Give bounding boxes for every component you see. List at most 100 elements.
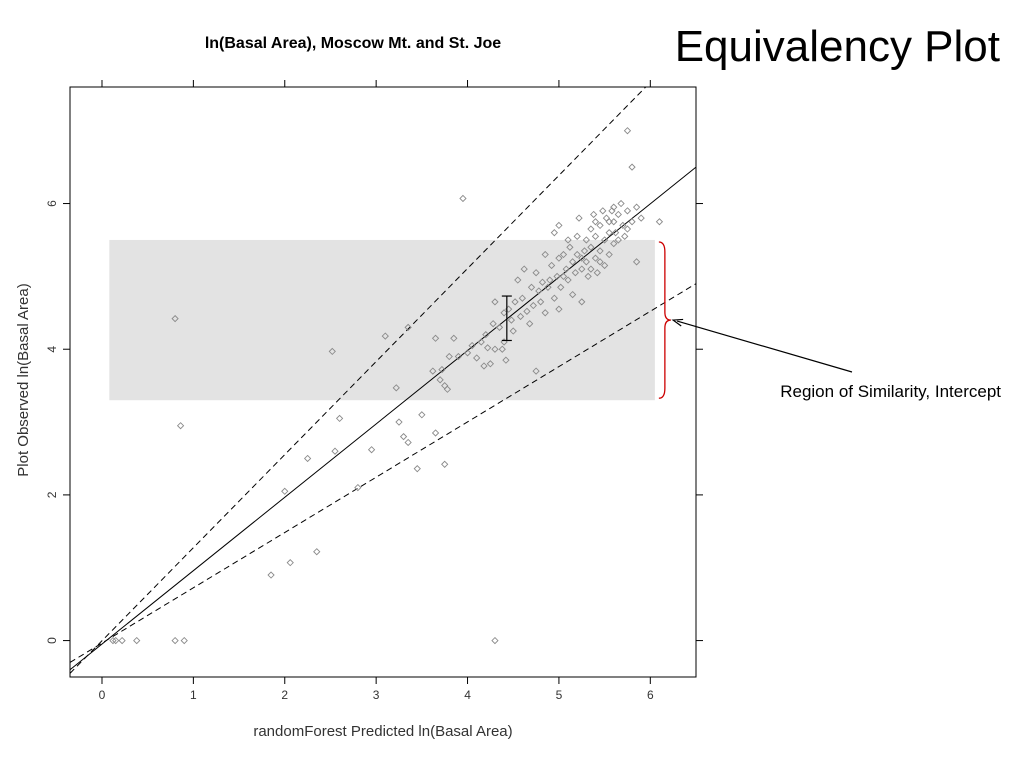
data-point [623,127,632,135]
data-point [491,636,499,645]
region-of-similarity-box [109,239,655,401]
data-point [573,250,581,259]
data-point [445,352,453,361]
data-point [523,307,531,315]
data-point [619,221,627,230]
data-point [482,331,490,339]
data-point [571,269,580,277]
data-point [578,254,586,262]
data-point [637,214,645,222]
data-point [544,283,552,291]
data-point [555,254,563,262]
data-point [541,250,549,259]
data-point [538,278,547,286]
data-point [477,338,485,346]
data-point [573,232,581,240]
data-point [580,247,589,255]
data-point [392,384,400,392]
data-point [491,345,499,353]
data-point [617,199,625,208]
data-point [328,347,336,356]
data-point [611,229,620,237]
data-point [109,636,117,645]
data-point [413,465,421,473]
data-point [486,360,495,368]
region-of-similarity-label: Region of Similarity, Intercept [780,382,1001,401]
data-point [468,341,476,350]
data-point [593,269,601,277]
data-point [418,411,426,419]
x-tick-label: 3 [373,688,380,702]
data-point [281,487,289,495]
x-tick-label: 4 [464,688,471,702]
data-point [584,272,592,281]
data-point [463,349,472,357]
x-axis-title: randomForest Predicted ln(Basal Area) [253,723,512,740]
data-point [587,265,595,273]
slide-title: Equivalency Plot [674,22,1000,71]
data-point [535,287,543,295]
data-point [331,447,339,455]
y-tick-label: 2 [45,491,59,498]
plot-frame [69,86,697,678]
x-tick-label: 5 [556,688,563,702]
data-point [480,362,488,370]
data-point [547,261,556,270]
data-point [578,265,586,273]
data-point [568,258,577,266]
data-point [591,232,600,240]
data-point [381,332,389,340]
data-point [553,272,561,281]
data-point [436,376,444,384]
data-point [507,316,516,324]
data-point [541,309,549,317]
data-point [441,460,449,468]
data-point [605,250,613,259]
data-point [655,218,664,226]
data-point [614,210,622,219]
data-point [431,429,440,437]
x-tick-label: 2 [281,688,288,702]
data-point [526,320,534,328]
data-point [614,236,622,244]
data-point [267,571,275,579]
x-tick-label: 6 [647,688,654,702]
data-point [286,559,294,567]
data-point [171,636,179,645]
x-tick-label: 1 [190,688,197,702]
y-tick-label: 0 [45,637,59,644]
data-point [133,636,141,645]
confidence-line-2 [70,283,696,663]
data-point [431,334,440,342]
data-point [582,236,590,244]
data-point [491,298,499,306]
data-point [623,207,632,215]
data-point [568,290,577,299]
data-point [564,276,572,284]
data-point [550,294,558,302]
data-point [532,269,540,277]
x-tick-label: 0 [99,688,106,702]
data-point [495,323,504,332]
data-point [632,203,641,211]
data-point [335,414,344,423]
data-point [596,247,604,255]
data-point [610,239,618,248]
chart-title: ln(Basal Area), Moscow Mt. and St. Joe [205,35,501,52]
data-point [537,298,545,306]
data-point [599,207,607,215]
data-point [399,432,408,441]
data-point [529,301,537,310]
data-point [582,258,590,266]
data-point [600,261,609,270]
data-point [562,265,570,273]
data-point [532,367,540,375]
data-point [395,418,403,426]
data-point [498,345,506,353]
data-point [112,636,120,645]
data-point [367,446,376,454]
data-point [514,276,522,284]
data-point [180,636,188,645]
axis-ticks: 0 1 2 3 4 5 6 0 2 4 6 [45,80,703,702]
